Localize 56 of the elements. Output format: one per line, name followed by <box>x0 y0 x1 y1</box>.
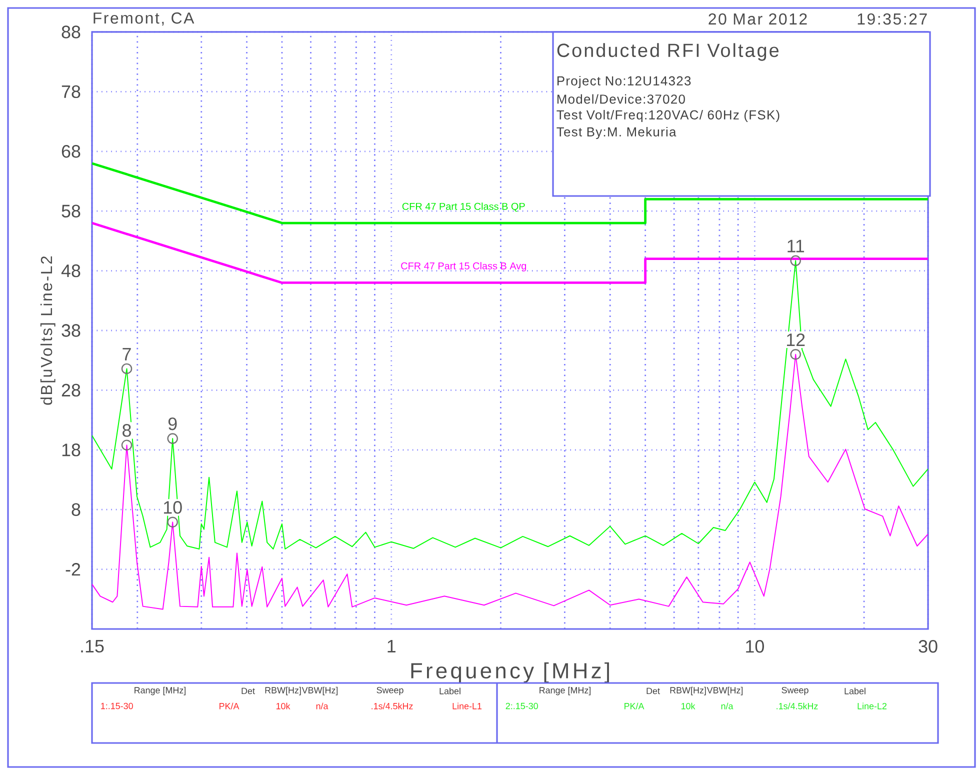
y-tick-label: 78 <box>62 85 80 98</box>
y-tick-label: -2 <box>66 563 80 576</box>
annotation: 10 <box>164 501 182 514</box>
y-tick-label: 48 <box>61 264 80 278</box>
y-tick-label: 38 <box>62 324 80 337</box>
x-tick-label: .15 <box>81 640 104 653</box>
y-tick-label: 18 <box>62 444 80 456</box>
text: n/a <box>721 702 734 710</box>
text: Conducted RFI Voltage <box>557 43 779 61</box>
annotation: 7 <box>122 348 131 360</box>
annotation: Project No:12U14323 <box>557 76 691 88</box>
text: RBW[Hz] <box>670 686 706 696</box>
text: Range [MHz] <box>134 686 186 696</box>
text: Fremont, CA <box>94 12 194 26</box>
y-tick-label: 58 <box>62 204 80 218</box>
x-tick-label: 10 <box>746 640 764 653</box>
annotation: 9 <box>168 417 177 430</box>
y-tick-label: 88 <box>62 26 80 38</box>
annotation: Model/Device:37020 <box>557 94 685 104</box>
text: Label <box>440 688 460 694</box>
y-tick-label: 8 <box>72 503 80 516</box>
text: 20 Mar 2012 <box>708 13 807 25</box>
text: VBW[Hz] <box>706 686 743 696</box>
text: .1s/4.5kHz <box>776 702 818 710</box>
text: VBW[Hz] <box>302 686 338 696</box>
text: 10k <box>276 702 290 710</box>
text: 2:.15-30 <box>506 702 538 710</box>
annotation: Test Volt/Freq:120VAC/ 60Hz (FSK) <box>556 110 780 122</box>
x-tick-label: 1 <box>388 640 396 652</box>
text: Line-L1 <box>452 702 482 710</box>
y-tick-label: 68 <box>62 145 80 158</box>
y-tick-label: 28 <box>62 384 80 397</box>
text: 1:.15-30 <box>101 702 133 710</box>
x-tick-label: 30 <box>918 640 938 653</box>
text: Det <box>242 688 255 694</box>
text: PK/A <box>624 702 644 710</box>
text: 10k <box>681 702 696 710</box>
text: Label <box>844 688 866 694</box>
series-label: CFR 47 Part 15 Class B Avg <box>401 262 526 272</box>
annotation: 11 <box>788 240 804 252</box>
text: Range [MHz] <box>540 686 591 696</box>
text: Line-L2 <box>858 702 887 710</box>
text: PK/A <box>220 702 240 710</box>
annotation: Test By:M. Mekuria <box>556 126 676 140</box>
annotation: 12 <box>787 333 805 346</box>
text: n/a <box>316 702 328 710</box>
text: Det <box>646 688 660 694</box>
text: 19:35:27 <box>858 13 927 25</box>
x-axis-title: Frequency [MHz] <box>411 662 609 683</box>
text: .1s/4.5kHz <box>372 702 413 710</box>
text: Sweep <box>376 686 404 696</box>
y-axis-title: dB[uVolts] Line-L2 <box>40 256 56 405</box>
text: Sweep <box>782 686 808 696</box>
annotation: 8 <box>122 424 131 437</box>
text: RBW[Hz] <box>265 686 301 696</box>
series-label: CFR 47 Part 15 Class B QP <box>402 202 525 212</box>
